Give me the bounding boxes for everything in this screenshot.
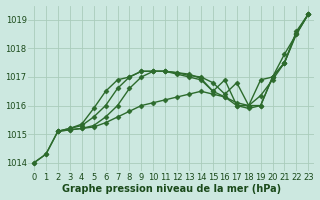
X-axis label: Graphe pression niveau de la mer (hPa): Graphe pression niveau de la mer (hPa) (62, 184, 281, 194)
